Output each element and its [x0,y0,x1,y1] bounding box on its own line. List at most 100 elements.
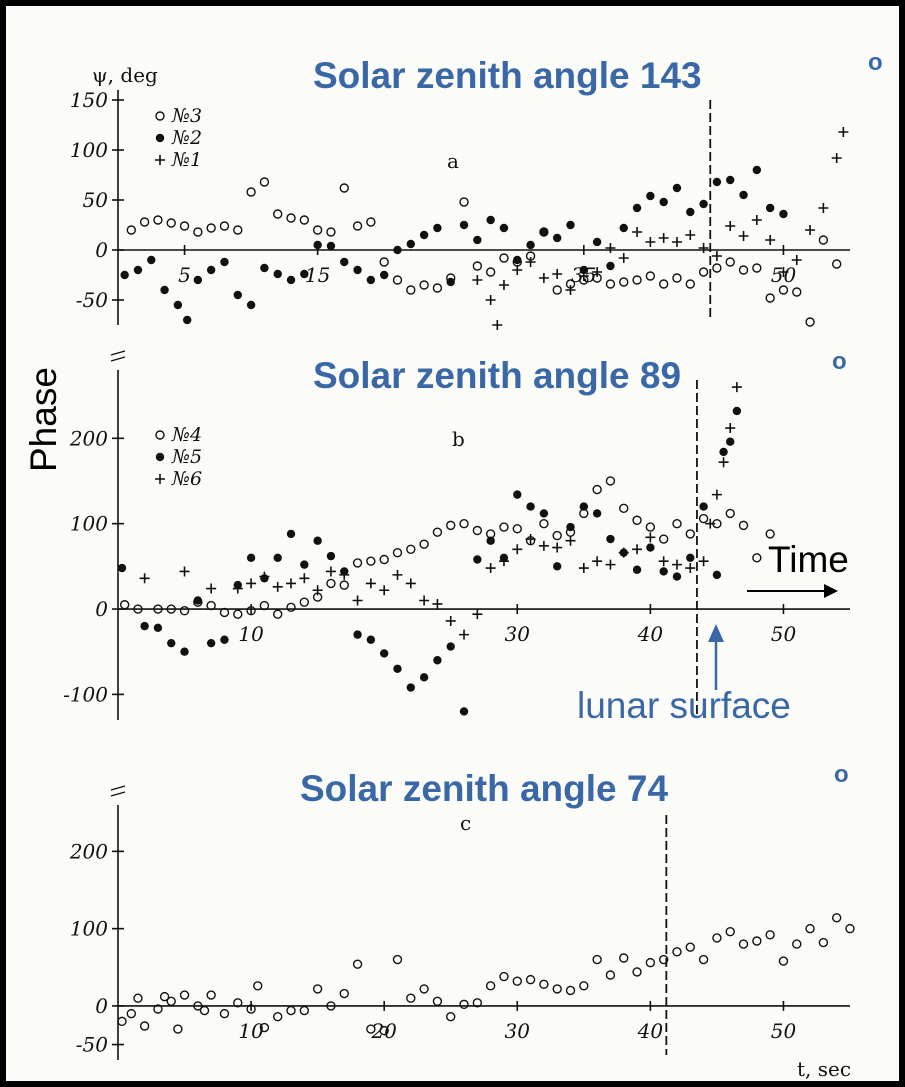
data-point [366,635,376,644]
data-point [286,602,296,613]
data-point [472,261,483,271]
y-tick-label-a: 0 [95,238,108,262]
data-point [738,939,749,949]
legend-label-b: №4 [171,424,202,446]
data-point [179,606,190,616]
data-point [340,257,349,267]
data-point [206,223,216,233]
data-point [133,993,143,1003]
data-point [139,217,150,227]
legend-marker-b [155,474,165,484]
data-point [166,604,176,614]
data-point [366,1024,376,1034]
data-point [592,237,602,247]
data-point [698,556,709,567]
data-point [133,604,143,614]
data-point [513,255,522,265]
data-point [286,275,296,285]
series-b-2 [117,406,742,716]
data-point [379,270,389,280]
data-point [711,251,722,261]
data-point [578,271,589,281]
data-point [645,237,656,247]
data-point [685,563,696,574]
data-point [672,572,682,581]
data-point [459,629,470,640]
time-arrow-head [824,584,838,598]
data-point [538,540,549,551]
panel-a-title: Solar zenith angle 143 [313,55,702,96]
data-point [592,267,603,277]
data-point [206,638,216,648]
data-point [606,534,615,544]
x-tick-label-c: 50 [771,1019,797,1043]
data-point [831,259,842,269]
data-point [619,503,629,513]
y-tick-label-c: -50 [76,1033,108,1057]
data-point [526,502,535,511]
data-point [739,190,748,200]
data-point [765,203,775,213]
axis-break-b [110,350,126,362]
data-point [392,954,403,965]
data-point [153,604,163,614]
data-point [406,544,416,554]
data-point [659,567,668,576]
data-point [485,267,496,277]
data-point [352,558,363,568]
data-point [312,225,323,235]
data-point [366,217,376,227]
legend-label-a: №3 [171,105,202,127]
data-point [432,996,443,1006]
data-point [259,177,270,187]
data-point [419,230,429,240]
data-point [352,221,363,231]
data-point [751,215,762,225]
data-point [513,490,522,499]
data-point [159,991,170,1002]
legend-marker-a [155,111,165,121]
data-point [117,563,127,573]
data-point [392,547,403,558]
panel-letter-b: b [452,427,465,451]
data-point [605,476,616,486]
data-point [632,967,642,977]
data-point [579,265,589,275]
y-tick-label-a: 100 [70,138,108,162]
data-point [605,279,616,289]
data-point [619,223,628,233]
data-point [153,623,163,633]
data-point [738,265,749,275]
series-a-2 [120,165,788,325]
data-point [566,522,575,532]
data-point [253,981,263,991]
data-point [818,235,829,245]
axis-break-c [110,785,126,797]
data-point [685,529,695,539]
data-point [553,562,562,571]
data-point [645,271,656,281]
data-point [645,532,656,543]
data-point [433,656,442,665]
data-point [525,534,536,545]
data-point [565,285,576,295]
data-point [672,518,682,529]
data-point [685,230,696,240]
data-point [219,221,230,231]
panel-c-title: Solar zenith angle 74 [300,768,668,809]
data-point [698,243,709,253]
data-point [499,253,509,263]
data-point [512,265,523,275]
data-point [632,515,642,525]
data-point [167,638,176,648]
data-point [246,187,256,197]
data-point [432,598,443,609]
x-tick-label-b: 30 [505,622,531,646]
data-point [419,673,429,682]
panel-a-degree: o [868,49,883,76]
data-point [173,300,183,310]
data-point [499,223,509,233]
data-point [300,269,309,279]
data-point [725,257,735,267]
